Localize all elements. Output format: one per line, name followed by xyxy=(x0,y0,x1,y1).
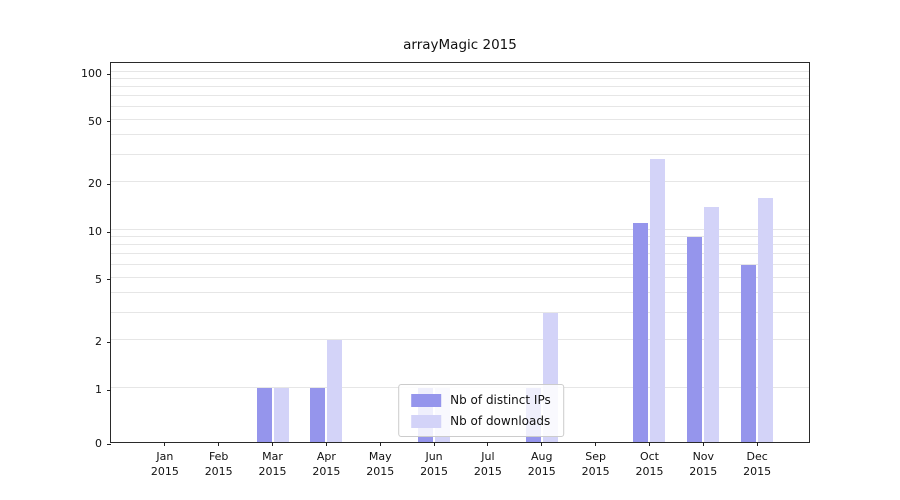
bar-downloads xyxy=(327,340,343,442)
y-tick-label: 100 xyxy=(81,67,102,80)
x-tick-mark xyxy=(595,442,597,446)
x-tick-label: Jun 2015 xyxy=(420,450,449,479)
gridline xyxy=(111,71,809,72)
x-tick-label: Dec 2015 xyxy=(743,450,772,479)
y-tick-mark xyxy=(107,121,111,123)
legend: Nb of distinct IPs Nb of downloads xyxy=(398,384,564,437)
y-tick-mark xyxy=(107,231,111,233)
legend-swatch-downloads xyxy=(411,414,442,428)
bar-distinct-ips xyxy=(633,223,649,442)
gridline xyxy=(111,118,809,120)
x-tick-label: Mar 2015 xyxy=(258,450,287,479)
y-tick-label: 1 xyxy=(95,383,102,396)
y-tick-mark xyxy=(107,389,111,391)
y-tick-label: 0 xyxy=(95,437,102,450)
y-tick-label: 2 xyxy=(95,335,102,349)
x-tick-mark xyxy=(487,442,489,446)
gridline xyxy=(111,253,809,255)
gridline xyxy=(111,276,809,278)
gridline xyxy=(111,236,809,238)
bar-distinct-ips xyxy=(310,388,326,442)
x-tick-mark xyxy=(433,442,435,446)
gridline xyxy=(111,78,809,80)
bar-distinct-ips xyxy=(256,388,272,442)
x-tick-label: Oct 2015 xyxy=(635,450,664,479)
gridline xyxy=(111,153,809,155)
x-tick-label: Jan 2015 xyxy=(150,450,179,479)
x-tick-mark xyxy=(272,442,274,446)
x-tick-mark xyxy=(325,442,327,446)
legend-label-distinct-ips: Nb of distinct IPs xyxy=(450,393,551,407)
y-tick-label: 10 xyxy=(88,225,102,238)
gridline xyxy=(111,339,809,341)
bar-downloads xyxy=(273,388,289,442)
bar-downloads xyxy=(704,206,720,442)
y-tick-label: 20 xyxy=(88,177,102,191)
gridline xyxy=(111,311,809,313)
x-tick-mark xyxy=(648,442,650,446)
y-tick-mark xyxy=(107,73,111,75)
legend-swatch-distinct-ips xyxy=(411,393,442,407)
gridline xyxy=(111,291,809,293)
y-tick-mark xyxy=(107,443,111,445)
x-tick-mark xyxy=(218,442,220,446)
gridline xyxy=(111,95,809,97)
gridline xyxy=(111,244,809,246)
bar-distinct-ips xyxy=(741,265,757,442)
y-tick-label: 5 xyxy=(95,272,102,286)
y-tick-mark xyxy=(107,183,111,185)
gridline xyxy=(111,133,809,135)
x-tick-label: May 2015 xyxy=(366,450,395,479)
bar-distinct-ips xyxy=(687,237,703,442)
bar-downloads xyxy=(650,159,666,442)
y-tick-mark xyxy=(107,279,111,281)
x-tick-label: Apr 2015 xyxy=(312,450,341,479)
bar-downloads xyxy=(758,197,774,442)
x-tick-label: Jul 2015 xyxy=(473,450,502,479)
legend-item-distinct-ips: Nb of distinct IPs xyxy=(411,393,551,407)
gridline xyxy=(111,86,809,88)
gridline xyxy=(111,106,809,108)
x-tick-mark xyxy=(164,442,166,446)
x-tick-label: Nov 2015 xyxy=(689,450,718,479)
x-tick-mark xyxy=(702,442,704,446)
x-tick-mark xyxy=(541,442,543,446)
gridline xyxy=(111,229,809,230)
legend-label-downloads: Nb of downloads xyxy=(450,414,551,428)
gridline xyxy=(111,181,809,183)
chart-title: arrayMagic 2015 xyxy=(403,37,517,53)
gridline xyxy=(111,264,809,266)
y-tick-mark xyxy=(107,341,111,343)
x-tick-label: Sep 2015 xyxy=(581,450,610,479)
x-tick-label: Aug 2015 xyxy=(527,450,556,479)
legend-item-downloads: Nb of downloads xyxy=(411,414,551,428)
plot-area: Nb of distinct IPs Nb of downloads 0 1 2 5 1… xyxy=(81,62,810,478)
x-tick-mark xyxy=(379,442,381,446)
y-tick-label: 50 xyxy=(88,114,102,128)
x-tick-label: Feb 2015 xyxy=(204,450,233,479)
x-tick-mark xyxy=(756,442,758,446)
